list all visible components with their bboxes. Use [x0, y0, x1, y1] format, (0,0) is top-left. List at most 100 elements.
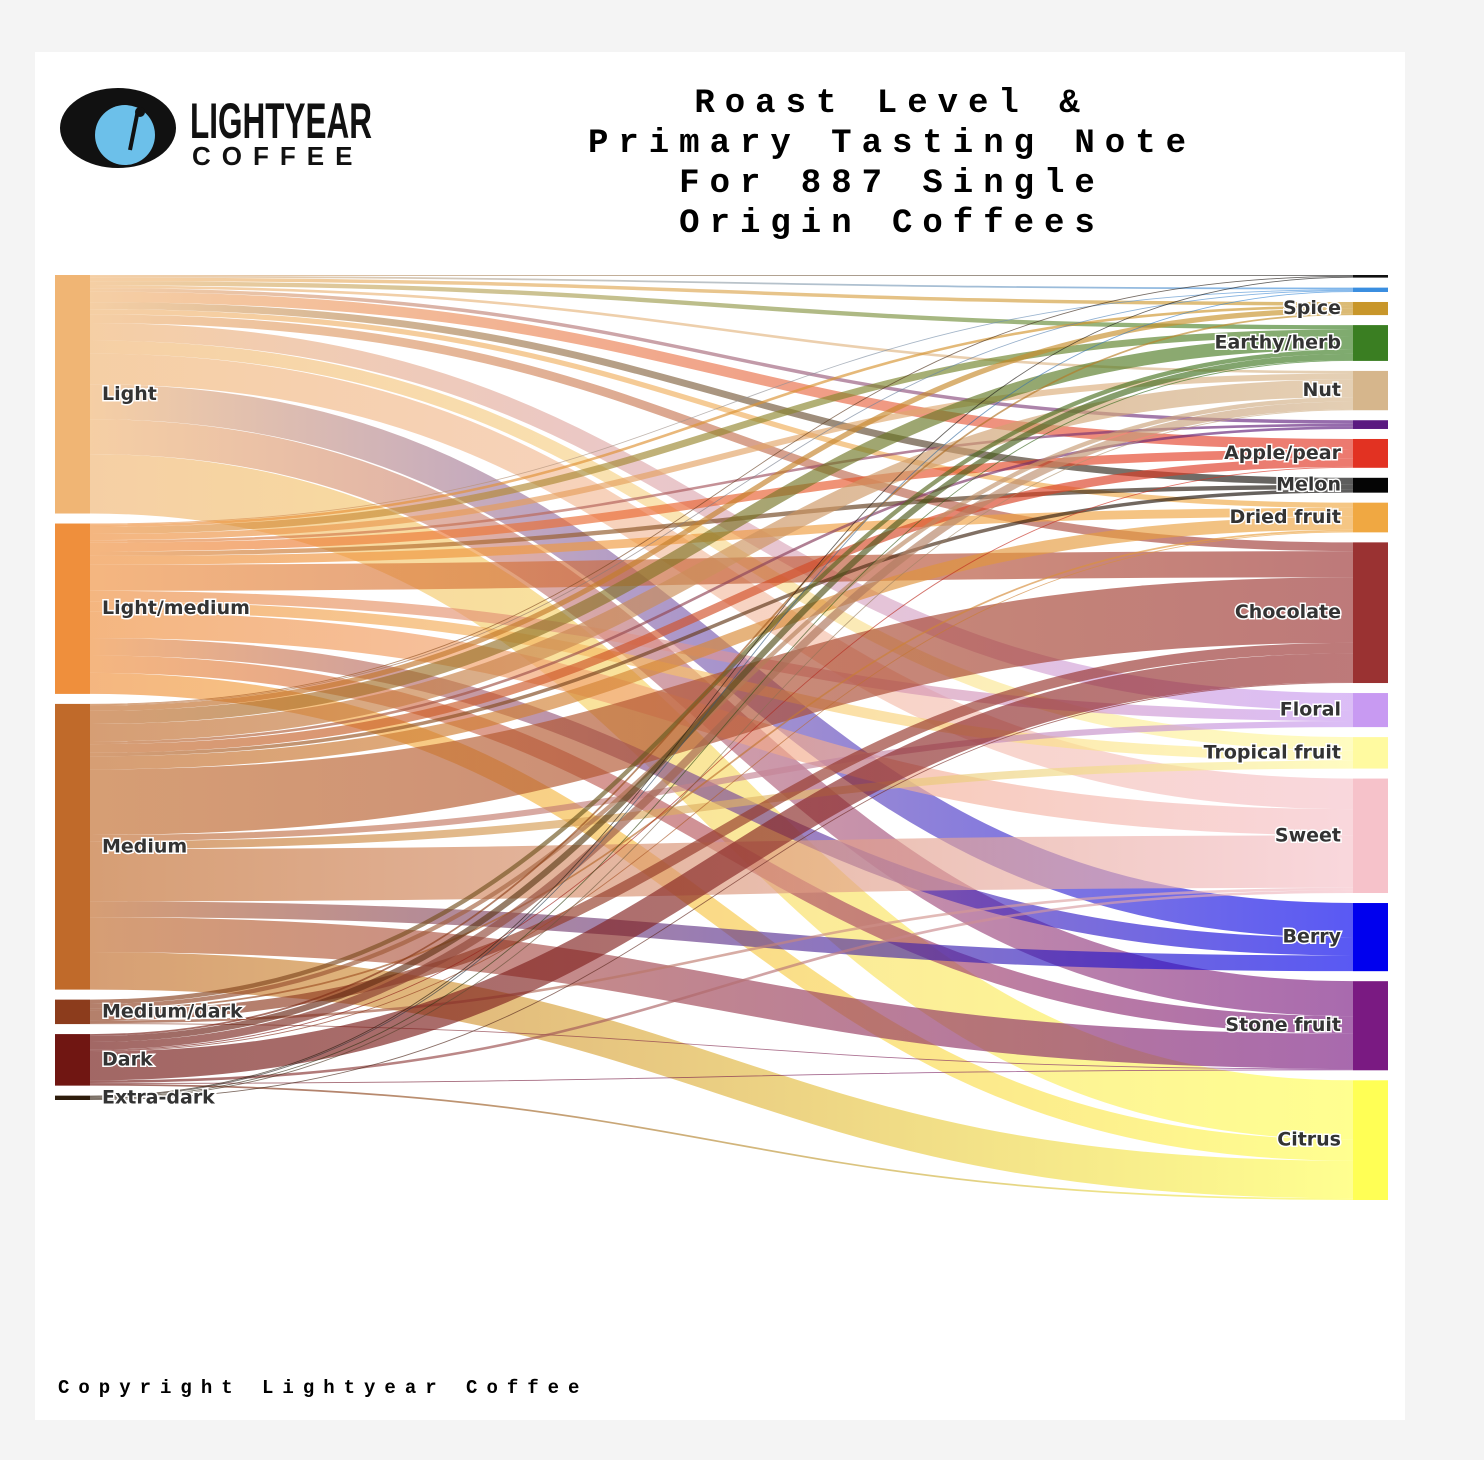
source-label: Dark — [102, 1048, 153, 1070]
link — [89, 529, 1354, 1011]
link — [89, 277, 1354, 306]
link — [89, 887, 1354, 1024]
source-label: Light — [102, 383, 157, 405]
target-node — [1353, 301, 1388, 316]
logo: LIGHTYEAR COFFEE — [60, 88, 372, 171]
target-label: Nut — [1302, 379, 1341, 401]
source-node — [55, 1095, 90, 1100]
link — [89, 901, 1354, 972]
link — [89, 281, 1354, 330]
link — [89, 637, 1354, 956]
link — [89, 349, 1354, 1004]
link — [89, 423, 1354, 543]
target-label: Earthy/herb — [1215, 332, 1342, 354]
link — [89, 917, 1354, 1069]
title-line: Roast Level & — [694, 85, 1089, 123]
link — [89, 760, 1354, 849]
footer: Copyright Lightyear Coffee — [58, 1377, 588, 1399]
link — [89, 353, 1354, 1042]
link — [89, 290, 1354, 706]
target-label: Sweet — [1275, 824, 1341, 846]
source-node — [55, 523, 90, 694]
target-label: Melon — [1276, 474, 1341, 496]
target-label: Chocolate — [1235, 601, 1341, 623]
target-node — [1353, 438, 1388, 468]
source-label: Extra-dark — [102, 1086, 215, 1108]
title-line: Origin Coffees — [679, 205, 1105, 243]
source-node — [55, 703, 90, 990]
link — [89, 401, 1354, 1050]
link — [89, 275, 1354, 290]
title-line: Primary Tasting Note — [588, 125, 1196, 163]
target-node — [1353, 287, 1388, 292]
link — [89, 397, 1354, 1009]
target-node — [1353, 477, 1388, 493]
link — [89, 329, 1354, 535]
title-line: For 887 Single — [679, 165, 1105, 203]
nodes: Light Light/medium Medium Medium/dark Dark Ex… — [55, 275, 1388, 1200]
link — [89, 551, 1354, 591]
link — [89, 340, 1354, 751]
target-node — [1353, 275, 1388, 278]
target-label: Floral — [1280, 699, 1341, 721]
link — [89, 682, 1354, 1100]
link — [89, 590, 1354, 721]
link — [89, 409, 1354, 1100]
target-node — [1353, 370, 1388, 411]
source-label: Medium — [102, 835, 187, 857]
link — [89, 336, 1354, 725]
source-node — [55, 275, 90, 514]
logo-visor — [95, 105, 155, 165]
link — [89, 379, 1354, 742]
link — [89, 313, 1354, 1036]
target-node — [1353, 778, 1388, 894]
source-label: Light/medium — [102, 597, 250, 619]
source-node — [55, 1034, 90, 1086]
link — [89, 1023, 1354, 1070]
link — [89, 577, 1354, 835]
target-label: Tropical fruit — [1204, 741, 1341, 763]
target-label: Berry — [1283, 926, 1342, 948]
target-node — [1353, 502, 1388, 533]
source-node — [55, 999, 90, 1025]
target-node — [1353, 542, 1388, 684]
target-node — [1353, 325, 1388, 361]
target-label: Dried fruit — [1229, 506, 1341, 528]
logo-subname: COFFEE — [192, 141, 363, 171]
target-node — [1353, 737, 1388, 769]
source-label: Medium/dark — [102, 1000, 243, 1022]
link — [89, 653, 1354, 1081]
link — [89, 642, 1354, 1021]
link — [89, 275, 1354, 705]
link — [89, 289, 1354, 525]
link — [89, 309, 1354, 508]
link — [89, 489, 1354, 757]
link — [89, 1069, 1354, 1084]
links — [89, 275, 1354, 1201]
logo-antenna — [128, 109, 140, 151]
link — [89, 305, 1354, 528]
link — [89, 276, 1354, 1097]
target-node — [1353, 981, 1388, 1071]
target-node — [1353, 420, 1388, 429]
link — [89, 458, 1354, 753]
target-label: Citrus — [1277, 1129, 1341, 1151]
link — [89, 1083, 1354, 1201]
link — [89, 302, 1354, 485]
link — [89, 890, 1354, 1084]
logo-dot — [135, 107, 145, 117]
link — [89, 373, 1354, 541]
link — [89, 466, 1354, 1051]
link — [89, 291, 1354, 1098]
link — [89, 449, 1354, 552]
target-label: Apple/pear — [1224, 442, 1342, 464]
target-node — [1353, 903, 1388, 972]
link — [89, 720, 1354, 842]
link — [89, 360, 1354, 1099]
link — [89, 484, 1354, 556]
link — [89, 531, 1354, 1052]
target-node — [1353, 693, 1388, 728]
